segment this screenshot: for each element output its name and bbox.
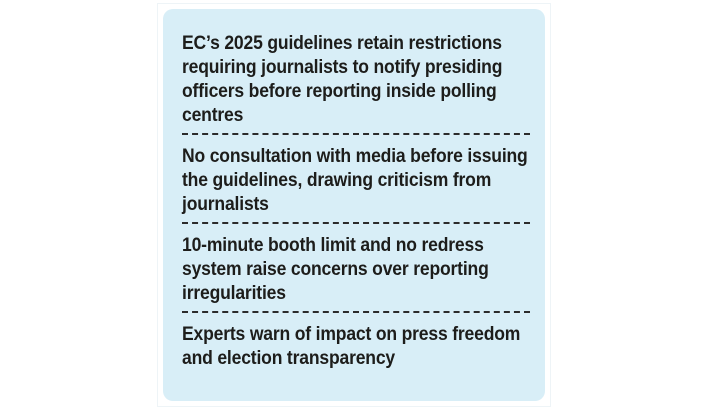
highlight-point-1: EC’s 2025 guidelines retain restrictions… bbox=[182, 32, 503, 126]
highlight-point-2: No consultation with media before issuin… bbox=[182, 145, 528, 215]
dashed-divider-1 bbox=[182, 133, 530, 135]
highlight-point-4: Experts warn of impact on press freedom … bbox=[182, 323, 521, 369]
highlights-card: EC’s 2025 guidelines retain restrictions… bbox=[163, 9, 545, 401]
highlight-point-3: 10-minute booth limit and no redress sys… bbox=[182, 234, 489, 304]
highlights-card-frame: EC’s 2025 guidelines retain restrictions… bbox=[158, 4, 550, 406]
dashed-divider-3 bbox=[182, 311, 530, 313]
dashed-divider-2 bbox=[182, 222, 530, 224]
